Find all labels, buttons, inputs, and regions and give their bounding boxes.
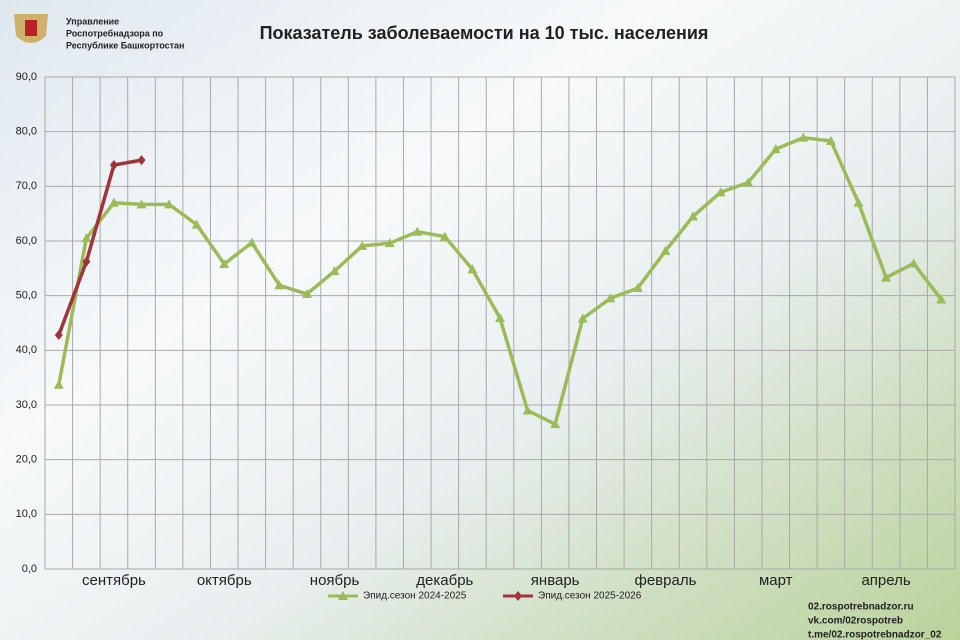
legend-marker [338, 591, 348, 600]
x-tick-label: декабрь [416, 572, 473, 589]
x-tick-label: апрель [861, 572, 910, 589]
point [136, 199, 147, 209]
y-tick-label: 90,0 [16, 71, 37, 83]
y-tick-label: 60,0 [16, 235, 37, 247]
point [329, 266, 340, 276]
series-line [57, 158, 142, 336]
emblem [14, 14, 48, 43]
x-tick-label: февраль [635, 572, 697, 589]
point [798, 132, 809, 142]
point [522, 405, 533, 415]
x-tick-label: сентябрь [82, 572, 146, 589]
point [853, 197, 864, 207]
x-tick-label: октябрь [197, 572, 252, 589]
point [825, 135, 836, 145]
point [81, 233, 92, 243]
point [108, 197, 119, 207]
point [191, 219, 202, 229]
y-tick-label: 40,0 [16, 344, 37, 356]
footer-link: vk.com/02rospotreb [808, 616, 903, 627]
y-tick-label: 20,0 [16, 454, 37, 466]
org-line: Управление [66, 16, 119, 26]
y-tick-label: 50,0 [16, 290, 37, 302]
point [605, 293, 616, 303]
point [715, 187, 726, 197]
y-tick-label: 10,0 [16, 508, 37, 520]
org-line: Роспотребнадзора по [66, 28, 164, 38]
point [439, 231, 450, 241]
legend-marker [514, 591, 522, 601]
point [936, 294, 947, 304]
point [412, 226, 423, 236]
x-tick-label: март [759, 572, 793, 589]
point [164, 199, 175, 209]
point [53, 379, 64, 389]
point [770, 144, 781, 154]
x-tick-label: ноябрь [310, 572, 360, 589]
footer-link: t.me/02.rospotrebnadzor_02 [808, 630, 942, 640]
point [881, 272, 892, 282]
point [577, 313, 588, 323]
chart-title: Показатель заболеваемости на 10 тыс. нас… [260, 23, 709, 43]
point [357, 240, 368, 250]
y-tick-label: 70,0 [16, 180, 37, 192]
legend-label: Эпид.сезон 2025-2026 [538, 591, 642, 602]
point [246, 237, 257, 247]
y-tick-label: 30,0 [16, 399, 37, 411]
point [660, 245, 671, 255]
point [688, 211, 699, 221]
point [908, 258, 919, 268]
point [109, 160, 118, 171]
point [219, 258, 230, 268]
point [54, 330, 63, 341]
point [274, 280, 285, 290]
point [467, 264, 478, 274]
point [301, 289, 312, 299]
point [743, 177, 754, 187]
point [384, 238, 395, 248]
point [495, 313, 505, 323]
footer-link: 02.rospotrebnadzor.ru [808, 602, 914, 613]
point [632, 283, 643, 293]
y-tick-label: 0,0 [22, 563, 37, 575]
point [137, 155, 146, 166]
point [82, 256, 91, 267]
x-tick-label: январь [531, 572, 580, 589]
point [550, 419, 561, 429]
legend-label: Эпид.сезон 2024-2025 [363, 591, 467, 602]
org-line: Республике Башкортостан [66, 40, 184, 50]
y-tick-label: 80,0 [16, 126, 37, 138]
